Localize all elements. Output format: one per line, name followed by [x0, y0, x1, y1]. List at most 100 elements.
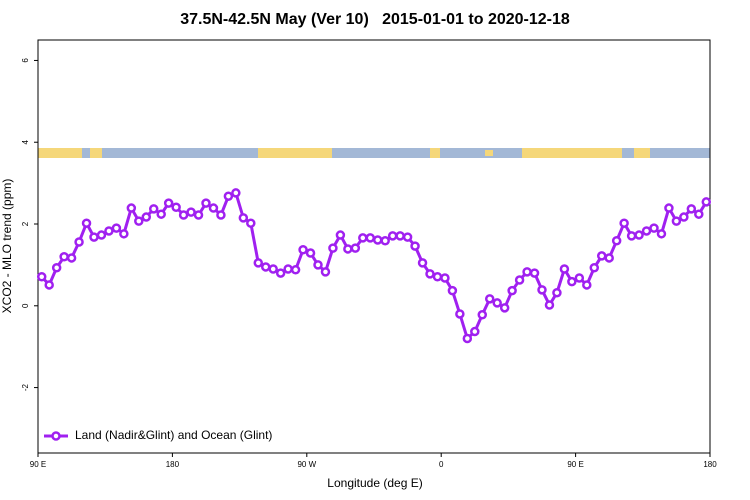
- data-point: [380, 236, 390, 246]
- plot-frame: [37, 39, 711, 454]
- data-point: [492, 298, 502, 308]
- data-point: [589, 263, 600, 273]
- x-axis-label: Longitude (deg E): [327, 476, 422, 490]
- data-point: [186, 207, 196, 217]
- data-point: [260, 262, 271, 272]
- data-point: [59, 251, 69, 262]
- land-ocean-strip: [38, 148, 710, 158]
- data-point: [290, 265, 301, 275]
- data-point: [335, 230, 346, 240]
- y-tick-label: 6: [21, 58, 30, 63]
- data-point: [328, 243, 338, 253]
- data-point: [641, 226, 652, 236]
- data-point: [567, 276, 577, 287]
- data-point: [514, 275, 525, 285]
- data-point: [402, 232, 413, 242]
- land-segment: [485, 150, 493, 156]
- legend-marker: [51, 431, 61, 441]
- data-point: [283, 264, 293, 274]
- x-tick-label: 90 E: [30, 460, 46, 469]
- data-point: [96, 230, 107, 240]
- x-tick-label: 90 E: [567, 460, 583, 469]
- data-point: [358, 233, 368, 243]
- data-point: [178, 210, 189, 220]
- data-point: [544, 300, 555, 310]
- data-point: [417, 258, 428, 268]
- data-point: [604, 253, 614, 263]
- data-point: [529, 268, 540, 278]
- data-point: [484, 294, 495, 304]
- data-point: [679, 212, 689, 222]
- y-tick-label: 4: [21, 139, 30, 144]
- data-point: [246, 218, 256, 228]
- data-point: [298, 245, 308, 255]
- data-point: [36, 272, 47, 282]
- data-point: [148, 204, 159, 214]
- data-point: [574, 273, 585, 283]
- data-point: [671, 216, 682, 226]
- data-point: [619, 218, 629, 228]
- x-tick-label: 180: [703, 460, 717, 469]
- data-point: [552, 287, 562, 298]
- data-point: [253, 258, 264, 268]
- y-tick-label: -2: [21, 383, 30, 391]
- data-point: [440, 273, 450, 283]
- data-point: [634, 230, 644, 240]
- data-point: [44, 280, 54, 290]
- land-segment: [522, 148, 622, 158]
- data-point: [126, 203, 137, 213]
- data-point: [141, 212, 152, 222]
- y-tick-label: 2: [21, 221, 30, 226]
- data-point: [499, 303, 510, 313]
- data-point: [694, 209, 704, 219]
- data-point: [350, 243, 361, 253]
- data-point: [649, 223, 659, 233]
- data-point: [425, 269, 435, 279]
- data-line: [40, 190, 708, 342]
- data-point: [66, 253, 77, 263]
- land-segment: [258, 148, 332, 158]
- data-point: [365, 233, 376, 243]
- data-point: [51, 263, 62, 273]
- land-segment: [38, 148, 82, 158]
- data-point: [119, 229, 129, 239]
- data-point: [193, 210, 204, 220]
- data-point: [313, 260, 323, 270]
- ocean-band: [38, 148, 710, 158]
- data-point: [447, 285, 458, 296]
- data-point: [522, 267, 532, 277]
- data-point: [611, 236, 622, 246]
- data-point: [163, 198, 174, 208]
- data-point: [89, 232, 99, 242]
- data-point: [477, 310, 488, 320]
- x-tick-label: 90 W: [297, 460, 316, 469]
- y-axis-label: XCO2 - MLO trend (ppm): [0, 179, 14, 314]
- data-point: [395, 231, 405, 241]
- data-point: [111, 223, 122, 233]
- data-point: [582, 280, 592, 290]
- data-point: [231, 188, 241, 198]
- data-point: [507, 285, 517, 296]
- data-point: [410, 241, 420, 251]
- data-point: [626, 231, 637, 241]
- data-point: [343, 244, 353, 254]
- data-point: [104, 226, 114, 236]
- data-point: [81, 218, 92, 228]
- data-point: [134, 216, 144, 226]
- data-point: [74, 237, 84, 247]
- data-point: [387, 231, 398, 241]
- data-point: [559, 264, 570, 274]
- data-point: [596, 251, 607, 261]
- data-point: [462, 333, 473, 344]
- data-point: [201, 198, 211, 208]
- data-point: [268, 264, 278, 274]
- data-point: [701, 197, 712, 207]
- land-segment: [430, 148, 440, 158]
- data-point: [238, 213, 249, 223]
- data-point: [171, 202, 181, 212]
- data-point: [455, 309, 465, 319]
- data-point: [216, 210, 226, 220]
- data-point: [156, 209, 166, 219]
- y-tick-label: 0: [21, 303, 30, 308]
